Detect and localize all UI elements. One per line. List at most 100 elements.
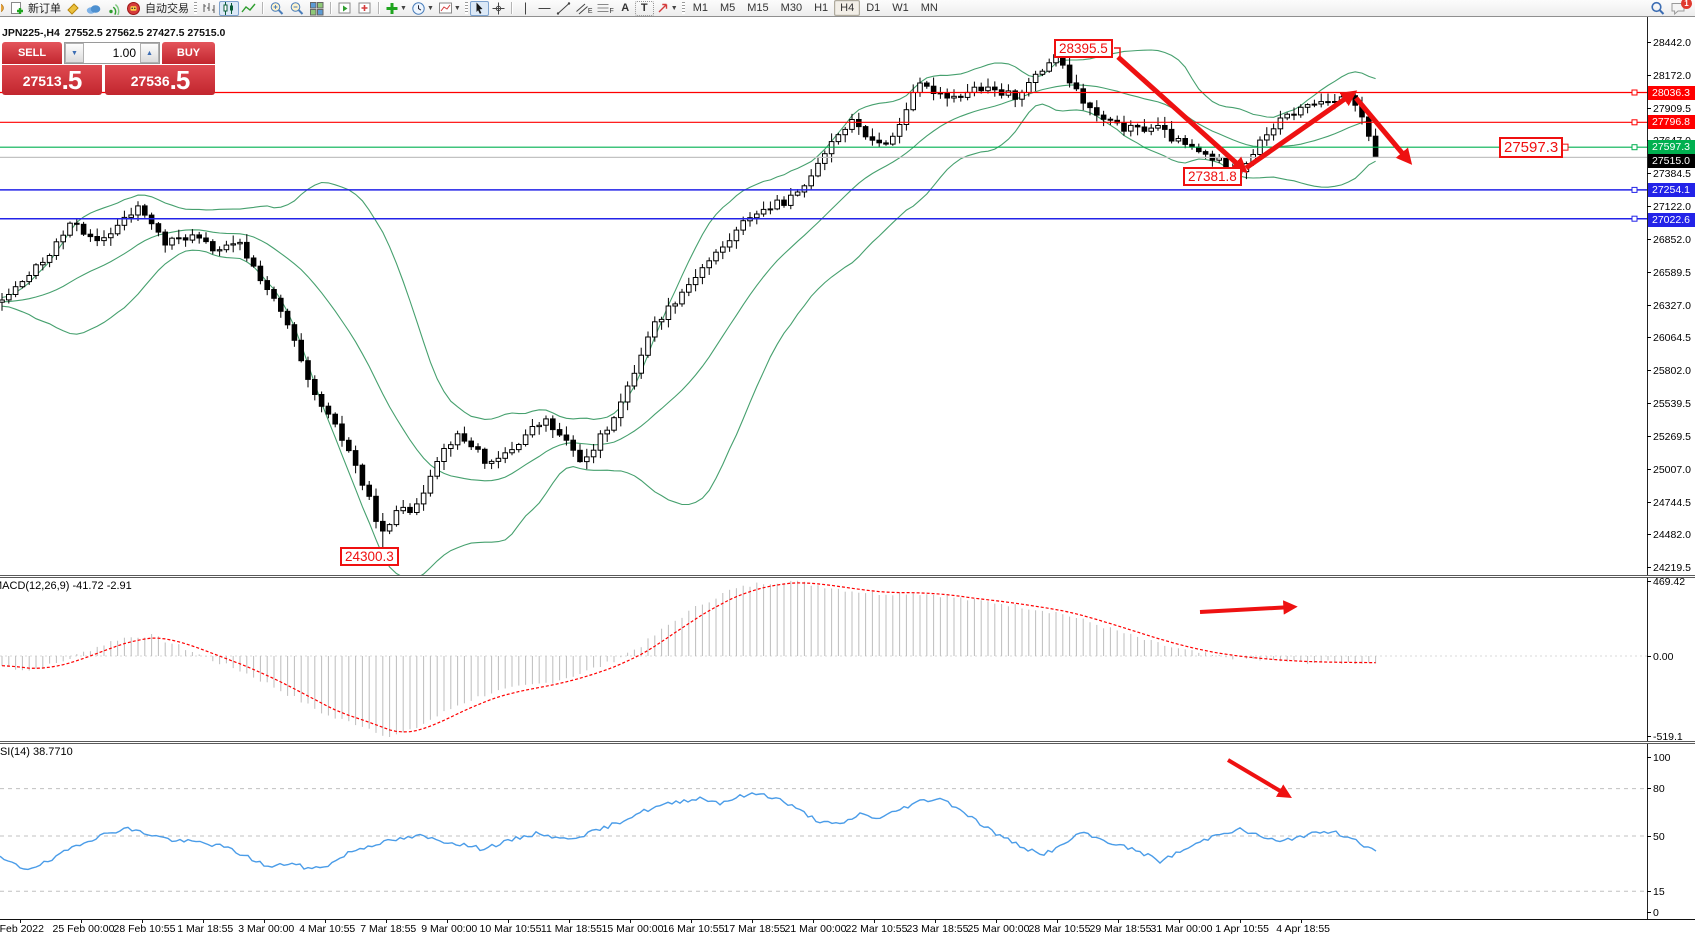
candlestick xyxy=(1325,101,1331,104)
line-chart-type-icon[interactable] xyxy=(239,1,259,16)
time-label: 23 Mar 18:55 xyxy=(906,923,969,935)
line-handle[interactable] xyxy=(1631,89,1638,96)
text-tool-icon[interactable]: A xyxy=(621,2,630,14)
equidistant-channel-tool-icon[interactable]: E xyxy=(573,1,595,16)
line-handle[interactable] xyxy=(1631,144,1638,151)
chevron-down-icon: ▼ xyxy=(426,4,434,12)
line-handle[interactable] xyxy=(1631,215,1638,222)
sell-price[interactable]: 27513.5 xyxy=(2,65,102,95)
timeframe-MN[interactable]: MN xyxy=(920,2,938,14)
trend-arrow-3[interactable] xyxy=(1354,96,1413,165)
tick-dash xyxy=(1647,42,1651,43)
period-button[interactable]: ▼ xyxy=(409,1,436,16)
time-label: 4 Mar 10:55 xyxy=(299,923,356,935)
time-axis[interactable]: Feb 2022 25 Feb 00:00 28 Feb 10:55 1 Mar 18… xyxy=(0,919,1695,935)
bollinger-upper-band[interactable] xyxy=(1,49,1376,420)
sell-price-pips: .5 xyxy=(61,65,83,95)
tag-icon[interactable] xyxy=(64,1,83,16)
volume-input[interactable] xyxy=(84,43,140,63)
candlestick xyxy=(305,360,311,380)
horizontal-line-tool-icon[interactable] xyxy=(535,1,554,16)
timeframe-H4[interactable]: H4 xyxy=(834,0,861,16)
trendline-tool-icon[interactable] xyxy=(554,1,573,16)
bar-chart-type-icon[interactable] xyxy=(199,1,219,16)
candlestick xyxy=(46,255,53,263)
panel-separator[interactable] xyxy=(0,575,1695,578)
rsi-arrow[interactable] xyxy=(1226,758,1292,798)
clock-icon xyxy=(412,1,425,15)
channel-letter: E xyxy=(587,7,593,15)
timeframe-M15[interactable]: M15 xyxy=(747,2,769,14)
line-handle[interactable] xyxy=(1631,119,1638,126)
candlestick xyxy=(876,139,883,144)
price-annotation-24300.3[interactable]: 24300.3 xyxy=(340,547,399,566)
signals-icon[interactable] xyxy=(104,1,124,16)
auto-scroll-icon[interactable] xyxy=(335,1,355,16)
candlestick xyxy=(733,229,740,242)
candlestick xyxy=(488,460,495,464)
cursor-tool-icon[interactable] xyxy=(469,0,489,16)
community-cloud-icon[interactable] xyxy=(83,1,104,16)
trend-arrow-1[interactable] xyxy=(1116,55,1248,174)
timeframe-M1[interactable]: M1 xyxy=(692,2,708,14)
price-badge-27254.1: 27254.1 xyxy=(1648,183,1695,197)
chart-shift-icon[interactable] xyxy=(355,1,375,16)
candlestick xyxy=(529,426,536,436)
volume-increase-button[interactable]: ▲ xyxy=(140,43,159,63)
trend-arrow-2[interactable] xyxy=(1244,90,1358,171)
timeframe-D1[interactable]: D1 xyxy=(866,2,881,14)
time-tick xyxy=(1240,920,1241,923)
autotrade-label[interactable]: 自动交易 xyxy=(145,3,189,15)
bollinger-middle-band[interactable] xyxy=(1,84,1376,482)
zoom-in-icon[interactable] xyxy=(267,1,287,16)
one-click-trading-panel: JPN225-,H4 27552.5 27562.5 27427.5 27515.… xyxy=(2,27,225,95)
timeframe-W1[interactable]: W1 xyxy=(892,2,909,14)
fibonacci-tool-icon[interactable]: F xyxy=(594,1,615,16)
price-axis-tick: 26589.5 xyxy=(1647,267,1691,279)
crosshair-tool-icon[interactable] xyxy=(489,1,508,16)
candlestick xyxy=(94,236,101,242)
rsi-axis-tick: 50 xyxy=(1647,831,1665,843)
candlestick xyxy=(917,82,923,93)
tick-dash xyxy=(1647,736,1651,737)
macd-arrow[interactable] xyxy=(1199,600,1298,615)
candlestick xyxy=(672,303,679,307)
timeframe-H1[interactable]: H1 xyxy=(814,2,829,14)
price-annotation-28395.5[interactable]: 28395.5 xyxy=(1054,39,1113,58)
candlestick xyxy=(645,336,651,356)
price-annotation-27381.8[interactable]: 27381.8 xyxy=(1183,167,1242,186)
time-tick xyxy=(386,920,387,923)
timeframe-M30[interactable]: M30 xyxy=(780,2,803,14)
arrows-tool-button[interactable]: ▼ xyxy=(654,1,680,16)
candlestick xyxy=(1039,70,1046,75)
tick-dash xyxy=(1647,534,1651,535)
tile-windows-icon[interactable] xyxy=(307,1,327,16)
template-button[interactable]: ▼ xyxy=(436,1,463,16)
panel-separator[interactable] xyxy=(0,741,1695,744)
candlestick xyxy=(257,265,264,282)
add-indicator-button[interactable]: ▼ xyxy=(383,1,409,16)
timeframe-M5[interactable]: M5 xyxy=(719,2,736,14)
bollinger-lower-band[interactable] xyxy=(1,103,1376,576)
volume-decrease-button[interactable]: ▼ xyxy=(65,43,84,63)
macd-signal-line xyxy=(1,582,1376,733)
new-order-button[interactable] xyxy=(7,1,27,16)
buy-price[interactable]: 27536.5 xyxy=(105,65,215,95)
sell-button[interactable]: SELL xyxy=(2,42,62,64)
autotrade-button[interactable] xyxy=(124,1,144,16)
candlestick xyxy=(142,205,148,216)
text-label-tool-icon[interactable]: T xyxy=(634,0,654,16)
line-handle[interactable] xyxy=(1631,186,1638,193)
notifications-chat-icon[interactable]: 1 xyxy=(1668,0,1692,16)
zoom-out-icon[interactable] xyxy=(287,1,307,16)
new-order-label[interactable]: 新订单 xyxy=(28,3,61,15)
price-annotation-27597.3[interactable]: 27597.3 xyxy=(1499,137,1564,158)
search-icon[interactable] xyxy=(1648,1,1668,16)
candlestick-chart-type-icon[interactable] xyxy=(219,0,239,16)
vertical-line-tool-icon[interactable] xyxy=(516,1,535,16)
buy-button[interactable]: BUY xyxy=(162,42,215,64)
time-tick xyxy=(691,920,692,923)
candlestick xyxy=(1277,117,1284,130)
candlestick xyxy=(890,135,896,145)
candlestick xyxy=(815,162,821,177)
